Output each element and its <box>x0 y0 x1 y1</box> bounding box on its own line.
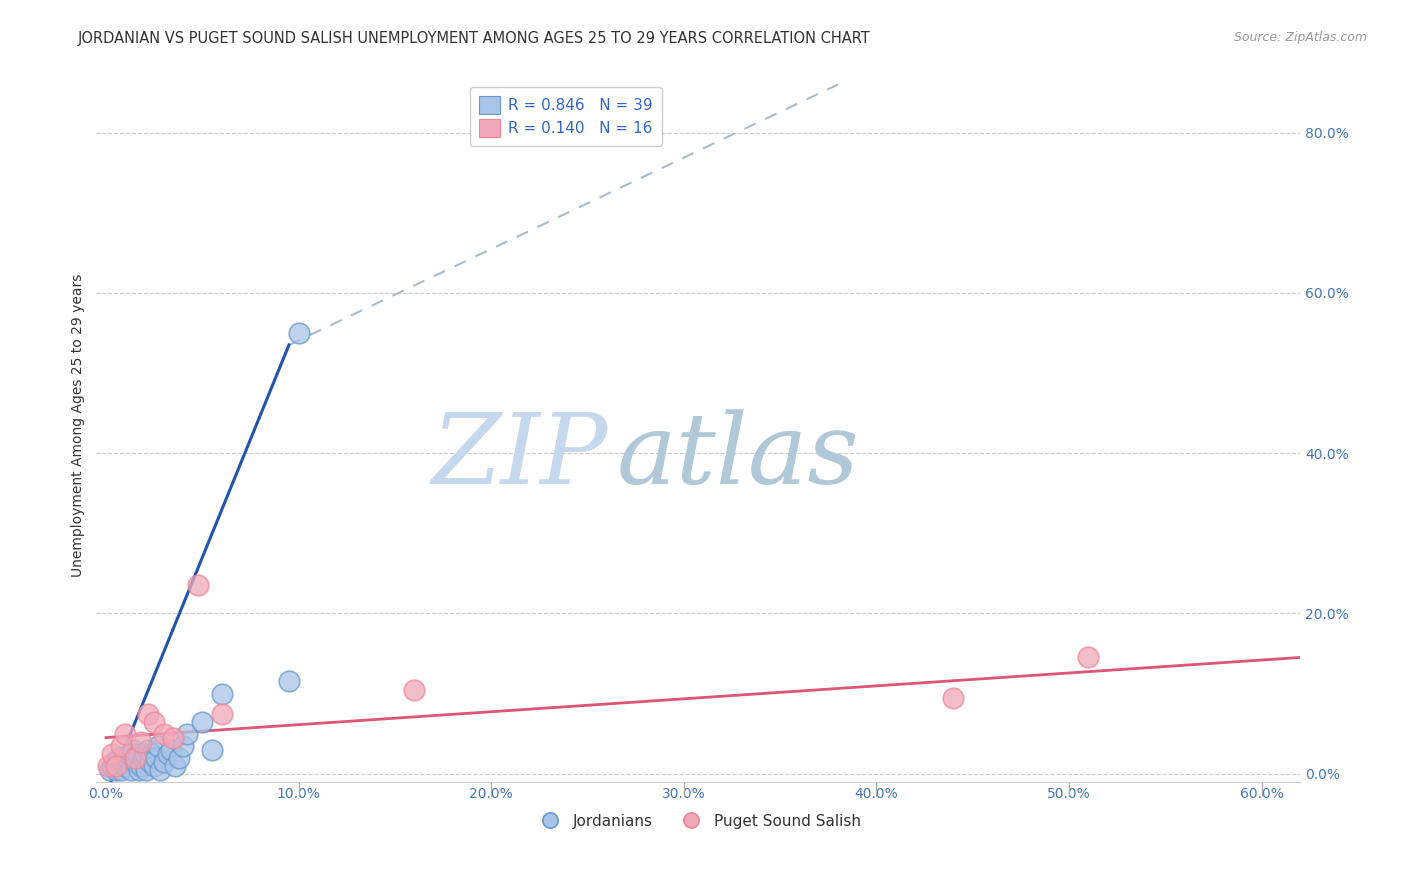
Point <box>162 731 184 745</box>
Point <box>100 747 122 761</box>
Point <box>115 750 138 764</box>
Point <box>942 690 965 705</box>
Point <box>124 755 146 769</box>
Point <box>128 763 150 777</box>
Point <box>201 742 224 756</box>
Point <box>156 747 179 761</box>
Point <box>152 755 174 769</box>
Point <box>104 763 127 777</box>
Point <box>172 739 194 753</box>
Point <box>143 758 166 772</box>
Point <box>138 706 160 721</box>
Point <box>125 747 148 761</box>
Point <box>108 750 131 764</box>
Point <box>176 726 198 740</box>
Text: Source: ZipAtlas.com: Source: ZipAtlas.com <box>1233 31 1367 45</box>
Point <box>135 763 157 777</box>
Point <box>1077 650 1099 665</box>
Point <box>112 755 135 769</box>
Point <box>118 747 141 761</box>
Point <box>122 742 145 756</box>
Point <box>124 750 146 764</box>
Point <box>146 739 169 753</box>
Point <box>160 742 183 756</box>
Point <box>211 686 233 700</box>
Point <box>149 763 172 777</box>
Point <box>167 750 190 764</box>
Point <box>145 750 167 764</box>
Point <box>138 742 160 756</box>
Point <box>152 726 174 740</box>
Text: atlas: atlas <box>616 409 859 505</box>
Point <box>191 714 214 729</box>
Point <box>98 763 121 777</box>
Point <box>278 674 301 689</box>
Point <box>187 578 209 592</box>
Point <box>139 755 162 769</box>
Point <box>141 747 163 761</box>
Point <box>97 758 120 772</box>
Text: ZIP: ZIP <box>432 409 607 505</box>
Point <box>114 726 136 740</box>
Text: JORDANIAN VS PUGET SOUND SALISH UNEMPLOYMENT AMONG AGES 25 TO 29 YEARS CORRELATI: JORDANIAN VS PUGET SOUND SALISH UNEMPLOY… <box>77 31 870 46</box>
Point <box>107 758 129 772</box>
Point <box>103 755 125 769</box>
Point <box>100 758 122 772</box>
Point <box>143 714 166 729</box>
Point <box>129 734 152 748</box>
Point <box>114 758 136 772</box>
Point <box>287 326 309 340</box>
Point <box>404 682 426 697</box>
Point <box>120 763 142 777</box>
Point <box>134 747 156 761</box>
Point <box>211 706 233 721</box>
Legend: Jordanians, Puget Sound Salish: Jordanians, Puget Sound Salish <box>529 807 868 835</box>
Point <box>104 758 127 772</box>
Point <box>165 758 187 772</box>
Y-axis label: Unemployment Among Ages 25 to 29 years: Unemployment Among Ages 25 to 29 years <box>72 274 86 577</box>
Point <box>110 739 132 753</box>
Point <box>110 763 132 777</box>
Point <box>129 758 152 772</box>
Point <box>131 750 153 764</box>
